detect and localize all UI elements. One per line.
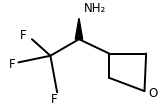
Text: F: F bbox=[8, 58, 15, 71]
Text: F: F bbox=[50, 93, 57, 106]
Text: O: O bbox=[148, 87, 158, 100]
Polygon shape bbox=[75, 18, 83, 39]
Text: F: F bbox=[20, 29, 27, 42]
Text: NH₂: NH₂ bbox=[84, 2, 106, 15]
